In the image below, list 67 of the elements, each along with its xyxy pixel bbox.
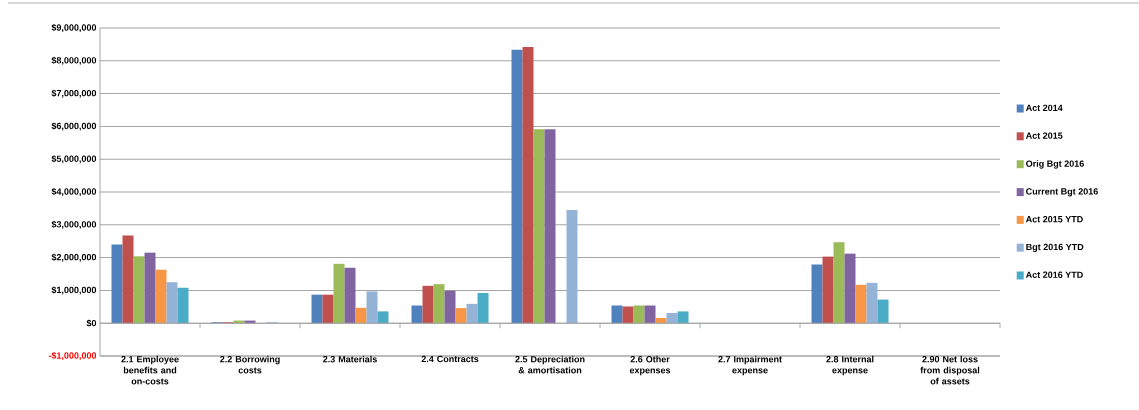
bar <box>811 264 823 324</box>
bar <box>166 282 178 324</box>
y-tick-label: $6,000,000 <box>51 122 97 131</box>
bar <box>333 263 345 324</box>
y-tick-label: $9,000,000 <box>51 23 97 33</box>
bar <box>155 269 167 324</box>
legend-label: Current Bgt 2016 <box>1026 188 1098 197</box>
x-tick-label: 2.1 Employee benefits and on-costs <box>121 355 179 385</box>
x-tick-label: 2.4 Contracts <box>421 355 479 363</box>
y-tick-label: $7,000,000 <box>51 89 97 98</box>
bar <box>433 284 445 324</box>
legend-label: Act 2014 <box>1025 104 1063 112</box>
legend-label: Orig Bgt 2016 <box>1026 160 1084 169</box>
y-tick-label: $1,000,000 <box>51 286 97 295</box>
x-tick-label: 2.5 Depreciation & amortisation <box>515 355 585 374</box>
bar <box>544 129 556 324</box>
bar <box>866 282 878 324</box>
bar <box>344 267 356 324</box>
bar <box>311 294 323 324</box>
bar <box>655 317 667 324</box>
bar <box>633 305 645 324</box>
y-tick-label: $2,000,000 <box>51 253 97 262</box>
y-tick-label: -$1,000,000 <box>48 351 97 361</box>
x-tick-label: 2.7 Impairment expense <box>718 355 782 376</box>
x-tick-label: 2.3 Materials <box>323 355 377 363</box>
y-tick-label: $4,000,000 <box>51 187 97 197</box>
bar <box>422 285 434 324</box>
bar <box>355 307 367 324</box>
legend-label: Act 2016 YTD <box>1025 271 1083 278</box>
bar <box>833 242 845 324</box>
bar <box>566 210 578 324</box>
x-tick-label: 2.8 Internal expense <box>826 355 874 376</box>
x-tick-label: 2.6 Other expenses <box>629 355 671 376</box>
legend-label: Bgt 2016 YTD <box>1026 243 1084 252</box>
bar <box>177 287 189 324</box>
bar <box>855 284 867 324</box>
legend-label: Act 2015 <box>1025 132 1063 139</box>
x-tick-label: 2.90 Net loss from disposal of assets <box>920 355 980 385</box>
bar <box>877 299 889 324</box>
bar <box>666 313 678 324</box>
bar <box>644 305 656 324</box>
bar <box>366 291 378 324</box>
bar <box>511 49 523 324</box>
bar <box>822 256 834 324</box>
x-tick-label: 2.2 Borrowing costs <box>220 355 280 374</box>
bar <box>455 308 467 324</box>
y-tick-label: $5,000,000 <box>51 155 97 164</box>
bar <box>122 235 134 324</box>
bar <box>533 129 545 324</box>
bar <box>377 311 389 324</box>
bar <box>477 293 489 324</box>
y-tick-label: $0 <box>86 319 97 327</box>
bar <box>444 290 456 324</box>
bar <box>522 47 534 324</box>
bar <box>611 305 623 324</box>
bar <box>844 253 856 324</box>
bar <box>677 311 689 324</box>
bar <box>466 303 478 324</box>
bar <box>411 305 423 324</box>
bar <box>322 294 334 324</box>
bar <box>133 256 145 324</box>
bar <box>111 244 123 324</box>
bar <box>144 252 156 324</box>
bar <box>622 306 634 324</box>
legend-label: Act 2015 YTD <box>1025 216 1083 223</box>
y-tick-label: $3,000,000 <box>51 220 97 229</box>
y-tick-label: $8,000,000 <box>51 56 97 65</box>
